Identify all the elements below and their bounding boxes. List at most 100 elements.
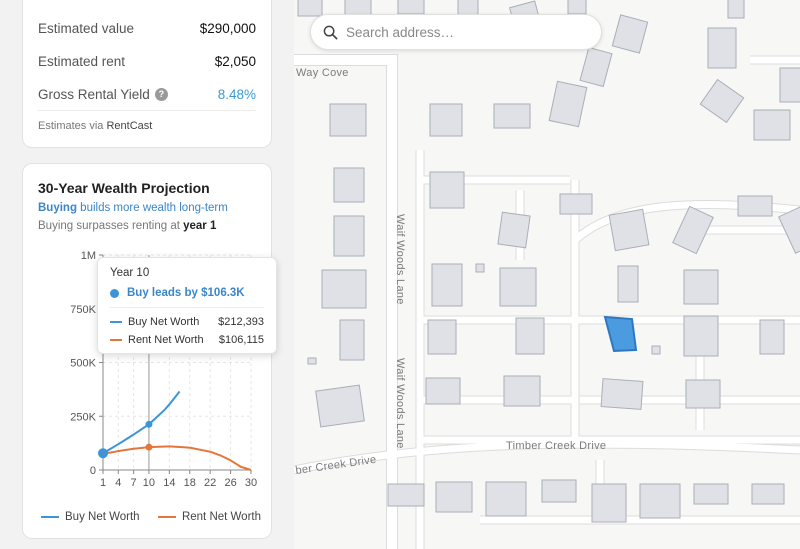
x-tick-label: 14 <box>163 477 175 489</box>
building <box>759 319 785 355</box>
chart-legend: Buy Net Worth Rent Net Worth <box>41 511 261 523</box>
tooltip-rent-row: Rent Net Worth $106,115 <box>110 333 264 347</box>
building <box>315 384 365 428</box>
tooltip-buy-value: $212,393 <box>218 316 264 328</box>
building <box>499 267 537 307</box>
x-tick-label: 10 <box>143 477 155 489</box>
legend-rent[interactable]: Rent Net Worth <box>157 511 261 523</box>
rent-highlight-point <box>145 443 153 451</box>
address-search-bar[interactable] <box>310 14 602 50</box>
building <box>475 263 485 273</box>
subtitle-rest: builds more wealth long-term <box>76 202 228 214</box>
x-tick-label: 7 <box>131 477 137 489</box>
projection-title: 30-Year Wealth Projection <box>38 180 210 196</box>
x-tick-label: 18 <box>184 477 196 489</box>
building <box>567 0 587 15</box>
tooltip-buy-row: Buy Net Worth $212,393 <box>110 315 264 329</box>
street-label-waif-woods-lane-north: Waif Woods Lane <box>394 214 406 305</box>
legend-buy-swatch <box>41 516 59 518</box>
tooltip-buy-label: Buy Net Worth <box>128 316 200 328</box>
building <box>431 263 463 307</box>
building <box>683 269 719 305</box>
building <box>693 483 729 505</box>
building <box>651 345 661 355</box>
rent-net-worth-line[interactable] <box>102 445 252 471</box>
building <box>699 78 745 124</box>
building <box>617 265 639 303</box>
surpass-note: Buying surpasses renting at year 1 <box>38 220 216 232</box>
gross-rental-yield-value: 8.48% <box>217 86 256 102</box>
building <box>333 215 365 257</box>
building <box>608 208 650 252</box>
legend-rent-label: Rent Net Worth <box>181 511 261 523</box>
building <box>427 319 457 355</box>
building <box>778 206 800 254</box>
street-label-timber-creek-drive-west: ber Creek Drive <box>295 454 377 477</box>
building <box>591 483 627 523</box>
building <box>503 375 541 407</box>
buy-highlight-point <box>145 420 153 428</box>
x-tick-label: 30 <box>245 477 257 489</box>
legend-rent-swatch <box>157 516 176 518</box>
building <box>753 109 791 141</box>
building <box>579 46 613 88</box>
y-tick-label: 750K <box>70 304 96 316</box>
building <box>541 479 577 503</box>
building <box>600 378 644 410</box>
building <box>493 103 531 129</box>
legend-buy[interactable]: Buy Net Worth <box>41 511 140 523</box>
building <box>685 379 721 409</box>
building <box>307 357 317 365</box>
tooltip-lead: Buy leads by $106.3K <box>110 287 245 299</box>
y-tick-label: 250K <box>70 411 96 423</box>
estimated-value: $290,000 <box>199 20 256 36</box>
start-marker <box>98 448 108 459</box>
building <box>559 193 593 215</box>
help-icon[interactable]: ? <box>154 87 168 101</box>
tooltip-buy-swatch <box>110 321 122 323</box>
selected-parcel[interactable] <box>603 315 638 353</box>
tooltip-rent-value: $106,115 <box>218 334 264 346</box>
y-tick-label: 0 <box>90 465 96 477</box>
legend-buy-label: Buy Net Worth <box>65 511 140 523</box>
source-name: RentCast <box>106 120 153 132</box>
projection-subtitle: Buying builds more wealth long-term <box>38 202 228 214</box>
building <box>683 315 719 357</box>
building <box>497 211 531 249</box>
building <box>485 481 527 517</box>
building <box>397 0 425 15</box>
building <box>548 80 588 128</box>
building <box>672 205 714 255</box>
building <box>321 269 367 309</box>
x-tick-label: 1 <box>100 477 106 489</box>
subtitle-bold: Buying <box>38 202 77 214</box>
search-icon <box>323 25 338 39</box>
building <box>297 0 323 17</box>
building <box>611 14 649 54</box>
search-input[interactable] <box>346 24 586 40</box>
estimated-rent: $2,050 <box>214 53 256 69</box>
street-label-waif-woods-lane-south: Waif Woods Lane <box>394 358 406 449</box>
tooltip-title: Year 10 <box>110 267 150 279</box>
tooltip-rent-swatch <box>110 339 122 341</box>
buy-net-worth-line[interactable] <box>102 390 181 455</box>
y-tick-label: 500K <box>70 358 96 370</box>
buildings <box>297 0 800 523</box>
building <box>515 317 545 355</box>
estimates-source-note: Estimates via RentCast <box>38 120 152 132</box>
tooltip-lead-text: Buy leads by $106.3K <box>127 287 245 299</box>
map-view[interactable]: Way Cove Waif Woods Lane Waif Woods Lane… <box>294 0 800 549</box>
x-tick-label: 22 <box>204 477 216 489</box>
surpass-prefix: Buying surpasses renting at <box>38 220 184 232</box>
building <box>329 103 367 137</box>
map-canvas[interactable]: Way Cove Waif Woods Lane Waif Woods Lane… <box>294 0 800 549</box>
property-metrics-card: Estimated value $290,000 Estimated rent … <box>22 0 272 148</box>
building <box>387 483 425 507</box>
surpass-value: year 1 <box>183 220 217 232</box>
building <box>429 103 463 137</box>
building <box>333 167 365 203</box>
chart-tooltip: Year 10 Buy leads by $106.3K Buy Net Wor… <box>97 257 277 354</box>
tooltip-divider <box>110 307 264 308</box>
road-network <box>294 54 800 549</box>
estimated-rent-label: Estimated rent <box>38 53 126 69</box>
